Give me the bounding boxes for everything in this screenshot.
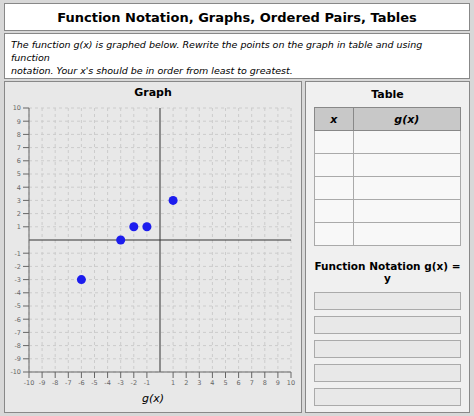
svg-text:-8: -8	[52, 379, 58, 387]
html-text:Table: Table	[371, 88, 404, 101]
svg-text:5: 5	[17, 170, 21, 178]
svg-text:7: 7	[17, 144, 21, 152]
svg-text:-3: -3	[117, 379, 123, 387]
svg-text:-6: -6	[78, 379, 84, 387]
html-text:Graph: Graph	[134, 86, 172, 99]
svg-text:-7: -7	[65, 379, 71, 387]
html-text:x: x	[330, 112, 338, 126]
svg-text:2: 2	[184, 379, 188, 387]
html-text:g(x): g(x)	[142, 392, 164, 405]
svg-text:6: 6	[17, 157, 21, 165]
svg-text:3: 3	[17, 197, 21, 205]
svg-text:10: 10	[13, 104, 21, 112]
svg-text:-6: -6	[15, 316, 21, 324]
svg-text:-2: -2	[15, 263, 21, 271]
svg-text:-5: -5	[15, 302, 21, 310]
html-text:The function g(x) is graphed b: The function g(x) is graphed below. Rewr…	[11, 39, 423, 76]
svg-text:1: 1	[171, 379, 175, 387]
html-text:g(x): g(x)	[394, 112, 420, 126]
svg-text:-1: -1	[144, 379, 150, 387]
svg-text:7: 7	[250, 379, 254, 387]
svg-text:10: 10	[287, 379, 295, 387]
svg-text:-10: -10	[10, 368, 21, 376]
svg-text:4: 4	[17, 184, 21, 192]
svg-text:9: 9	[276, 379, 280, 387]
svg-text:3: 3	[197, 379, 201, 387]
svg-text:6: 6	[237, 379, 241, 387]
svg-text:-2: -2	[131, 379, 137, 387]
svg-text:-8: -8	[15, 342, 21, 350]
svg-text:4: 4	[210, 379, 214, 387]
html-text:Function Notation, Graphs, Ord: Function Notation, Graphs, Ordered Pairs…	[57, 9, 417, 25]
svg-text:-4: -4	[104, 379, 110, 387]
svg-text:-1: -1	[15, 250, 21, 258]
svg-text:2: 2	[17, 210, 21, 218]
svg-text:-9: -9	[39, 379, 45, 387]
svg-text:-10: -10	[24, 379, 35, 387]
svg-text:8: 8	[263, 379, 267, 387]
svg-text:-4: -4	[15, 289, 21, 297]
svg-text:1: 1	[17, 223, 21, 231]
html-text:Function Notation g(x) = y: Function Notation g(x) = y	[314, 260, 461, 284]
svg-text:5: 5	[223, 379, 227, 387]
svg-text:9: 9	[17, 118, 21, 126]
svg-text:-9: -9	[15, 355, 21, 363]
svg-text:-3: -3	[15, 276, 21, 284]
svg-text:-7: -7	[15, 329, 21, 337]
svg-text:-5: -5	[91, 379, 97, 387]
svg-text:8: 8	[17, 131, 21, 139]
